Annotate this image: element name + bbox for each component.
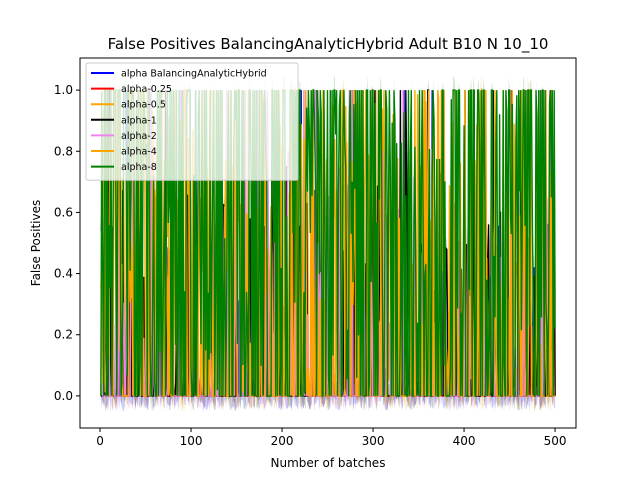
x-tick-label: 300 <box>362 434 385 448</box>
x-tick-label: 400 <box>453 434 476 448</box>
x-axis-label: Number of batches <box>271 456 386 470</box>
legend-label: alpha-2 <box>121 131 157 142</box>
x-axis: 0 100 200 300 400 500 <box>96 428 567 448</box>
y-tick-label: 0.6 <box>54 205 73 219</box>
y-tick-label: 0.0 <box>54 389 73 403</box>
chart-title: False Positives BalancingAnalyticHybrid … <box>108 35 549 54</box>
y-tick-label: 0.4 <box>54 267 73 281</box>
legend-label: alpha-4 <box>121 147 157 158</box>
y-axis: 0.0 0.2 0.4 0.6 0.8 1.0 <box>54 83 80 403</box>
legend-label: alpha-0.25 <box>121 84 172 95</box>
x-tick-label: 0 <box>96 434 104 448</box>
y-tick-label: 0.8 <box>54 144 73 158</box>
legend-label: alpha-1 <box>121 115 157 126</box>
legend-label: alpha-0.5 <box>121 100 166 111</box>
legend-box <box>85 62 299 181</box>
y-tick-label: 0.2 <box>54 328 73 342</box>
legend-label: alpha BalancingAnalyticHybrid <box>121 69 267 80</box>
plot-frame <box>79 57 577 429</box>
x-tick-label: 200 <box>271 434 294 448</box>
y-axis-label: False Positives <box>29 200 43 286</box>
x-tick-label: 100 <box>180 434 203 448</box>
y-tick-label: 1.0 <box>54 83 73 97</box>
legend: alpha BalancingAnalyticHybrid alpha-0.25 a… <box>85 62 299 181</box>
x-tick-label: 500 <box>544 434 567 448</box>
legend-label: alpha-8 <box>121 162 157 173</box>
